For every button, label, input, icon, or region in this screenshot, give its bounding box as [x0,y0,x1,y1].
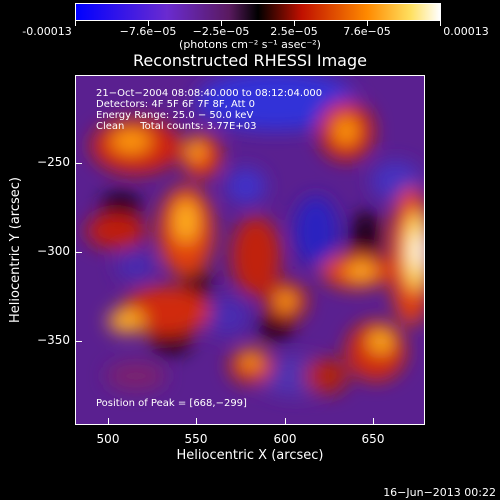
colorbar-label: 0.00013 [443,25,489,38]
colorbar-tick [294,21,295,26]
x-tick-label: 550 [184,432,208,446]
x-tick-label: 650 [361,432,385,446]
colorbar-label: −2.5e−05 [192,25,250,38]
colorbar-units: (photons cm⁻² s⁻¹ asec⁻²) [179,38,321,51]
colorbar-label: −7.6e−05 [119,25,177,38]
info-energy-range: Energy Range: 25.0 − 50.0 keV [96,110,254,121]
y-tick-mark [76,252,82,253]
plot-title: Reconstructed RHESSI Image [133,51,367,70]
info-total-counts: Clean Total counts: 3.77E+03 [96,121,257,132]
colorbar-label: -0.00013 [22,25,72,38]
colorbar-tick [75,21,76,26]
y-tick-label: −250 [37,155,70,169]
colorbar-tick [440,21,441,26]
info-peak-position: Position of Peak = [668,−299] [96,398,247,409]
info-detectors: Detectors: 4F 5F 6F 7F 8F, Att 0 [96,99,256,110]
colorbar-label: 7.6e−05 [343,25,391,38]
colorbar-tick [367,21,368,26]
y-tick-label: −300 [37,244,70,258]
colorbar-gradient [76,4,440,20]
colorbar-label: 2.5e−05 [270,25,318,38]
x-tick-mark [285,418,286,424]
colorbar-tick [221,21,222,26]
x-tick-label: 600 [273,432,297,446]
y-tick-mark [76,341,82,342]
rhessi-image [76,76,424,424]
y-tick-label: −350 [37,333,70,347]
colorbar [75,3,441,21]
timestamp-footer: 16−Jun−2013 00:22 [383,486,496,499]
x-tick-mark [108,418,109,424]
image-plot: 21−Oct−2004 08:08:40.000 to 08:12:04.000… [75,75,425,425]
x-axis-label: Heliocentric X (arcsec) [176,448,324,463]
x-tick-label: 500 [96,432,120,446]
x-tick-mark [196,418,197,424]
x-tick-mark [373,418,374,424]
y-tick-mark [76,163,82,164]
colorbar-tick [148,21,149,26]
y-axis-label: Heliocentric Y (arcsec) [8,177,23,323]
info-time-range: 21−Oct−2004 08:08:40.000 to 08:12:04.000 [96,88,323,99]
